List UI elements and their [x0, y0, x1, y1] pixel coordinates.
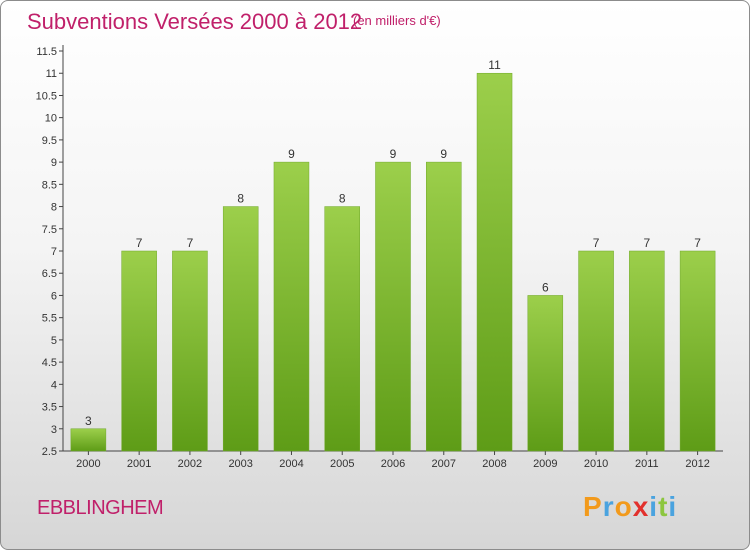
- y-tick-label: 2.5: [42, 446, 57, 458]
- data-label: 8: [339, 192, 346, 206]
- x-tick-label: 2005: [330, 458, 354, 470]
- bar: [679, 250, 716, 452]
- bar: [273, 161, 310, 452]
- x-tick-label: 2004: [279, 458, 303, 470]
- y-tick-label: 6: [51, 290, 57, 302]
- data-label: 7: [136, 236, 143, 250]
- x-tick-label: 2007: [432, 458, 456, 470]
- data-label: 7: [694, 236, 701, 250]
- data-label: 6: [542, 280, 549, 294]
- data-label: 9: [288, 147, 295, 161]
- y-tick-label: 8.5: [42, 179, 57, 191]
- x-tick-label: 2002: [178, 458, 202, 470]
- y-tick-label: 11.5: [36, 46, 57, 58]
- y-tick-label: 10.5: [36, 90, 57, 102]
- y-tick-label: 7.5: [42, 224, 57, 236]
- y-tick-label: 7: [51, 246, 57, 258]
- bar: [172, 250, 208, 452]
- data-labels: 3 7 7 8 9 8 9 9 11 6 7 7 7: [85, 58, 701, 428]
- bar: [70, 428, 107, 452]
- x-tick-label: 2000: [76, 458, 100, 470]
- data-label: 7: [593, 236, 600, 250]
- y-tick-label: 4: [51, 379, 57, 391]
- x-tick-label: 2009: [533, 458, 557, 470]
- logo-letter: o: [614, 491, 633, 522]
- data-label: 11: [488, 58, 501, 72]
- chart-subtitle: (en milliers d'€): [353, 13, 441, 28]
- y-tick-label: 6.5: [42, 268, 57, 280]
- data-label: 3: [85, 414, 92, 428]
- x-tick-label: 2006: [381, 458, 405, 470]
- bar: [527, 295, 564, 452]
- y-axis: 2.5 3 3.5 4 4.5 5 5.5 6 6.5 7 7.5 8 8.5 9 9.5 10 10.5 11 1…: [36, 45, 64, 458]
- bar: [629, 250, 665, 452]
- commune-name: EBBLINGHEM: [37, 497, 164, 519]
- x-tick-label: 2008: [482, 458, 506, 470]
- logo-letter: i: [649, 491, 659, 522]
- logo-letter: r: [602, 491, 615, 522]
- bar: [121, 250, 157, 452]
- logo-letter: i: [668, 491, 678, 522]
- x-tick-label: 2011: [635, 458, 659, 470]
- y-tick-label: 5.5: [42, 313, 57, 325]
- bars: [70, 72, 716, 452]
- x-tick-label: 2003: [228, 458, 252, 470]
- y-tick-label: 9.5: [42, 135, 57, 147]
- y-tick-label: 3: [51, 424, 57, 436]
- y-tick-label: 11: [46, 68, 57, 80]
- x-tick-label: 2012: [685, 458, 709, 470]
- data-label: 9: [440, 147, 447, 161]
- data-label: 8: [237, 192, 244, 206]
- y-tick-label: 10: [45, 113, 57, 125]
- y-tick-label: 8: [51, 202, 57, 214]
- bar: [375, 161, 411, 452]
- y-tick-label: 9: [51, 157, 57, 169]
- data-label: 7: [644, 236, 651, 250]
- data-label: 9: [390, 147, 397, 161]
- y-tick-label: 5: [51, 335, 57, 347]
- data-label: 7: [187, 236, 194, 250]
- logo-letter: t: [658, 491, 669, 522]
- logo-letter: x: [632, 491, 650, 522]
- chart-title: Subventions Versées 2000 à 2012: [27, 9, 363, 34]
- y-tick-label: 3.5: [42, 402, 57, 414]
- x-tick-label: 2001: [127, 458, 151, 470]
- bar: [222, 206, 259, 452]
- bar: [578, 250, 614, 452]
- x-axis: 2000 2001 2002 2003 2004 2005 2006 2007 2008 2009…: [63, 450, 723, 470]
- proxiti-logo[interactable]: Proxiti: [583, 491, 677, 523]
- x-tick-label: 2010: [584, 458, 608, 470]
- bar: [476, 72, 513, 452]
- bar: [426, 161, 462, 452]
- bar: [324, 206, 360, 452]
- y-tick-label: 4.5: [42, 357, 57, 369]
- logo-letter: P: [583, 491, 603, 522]
